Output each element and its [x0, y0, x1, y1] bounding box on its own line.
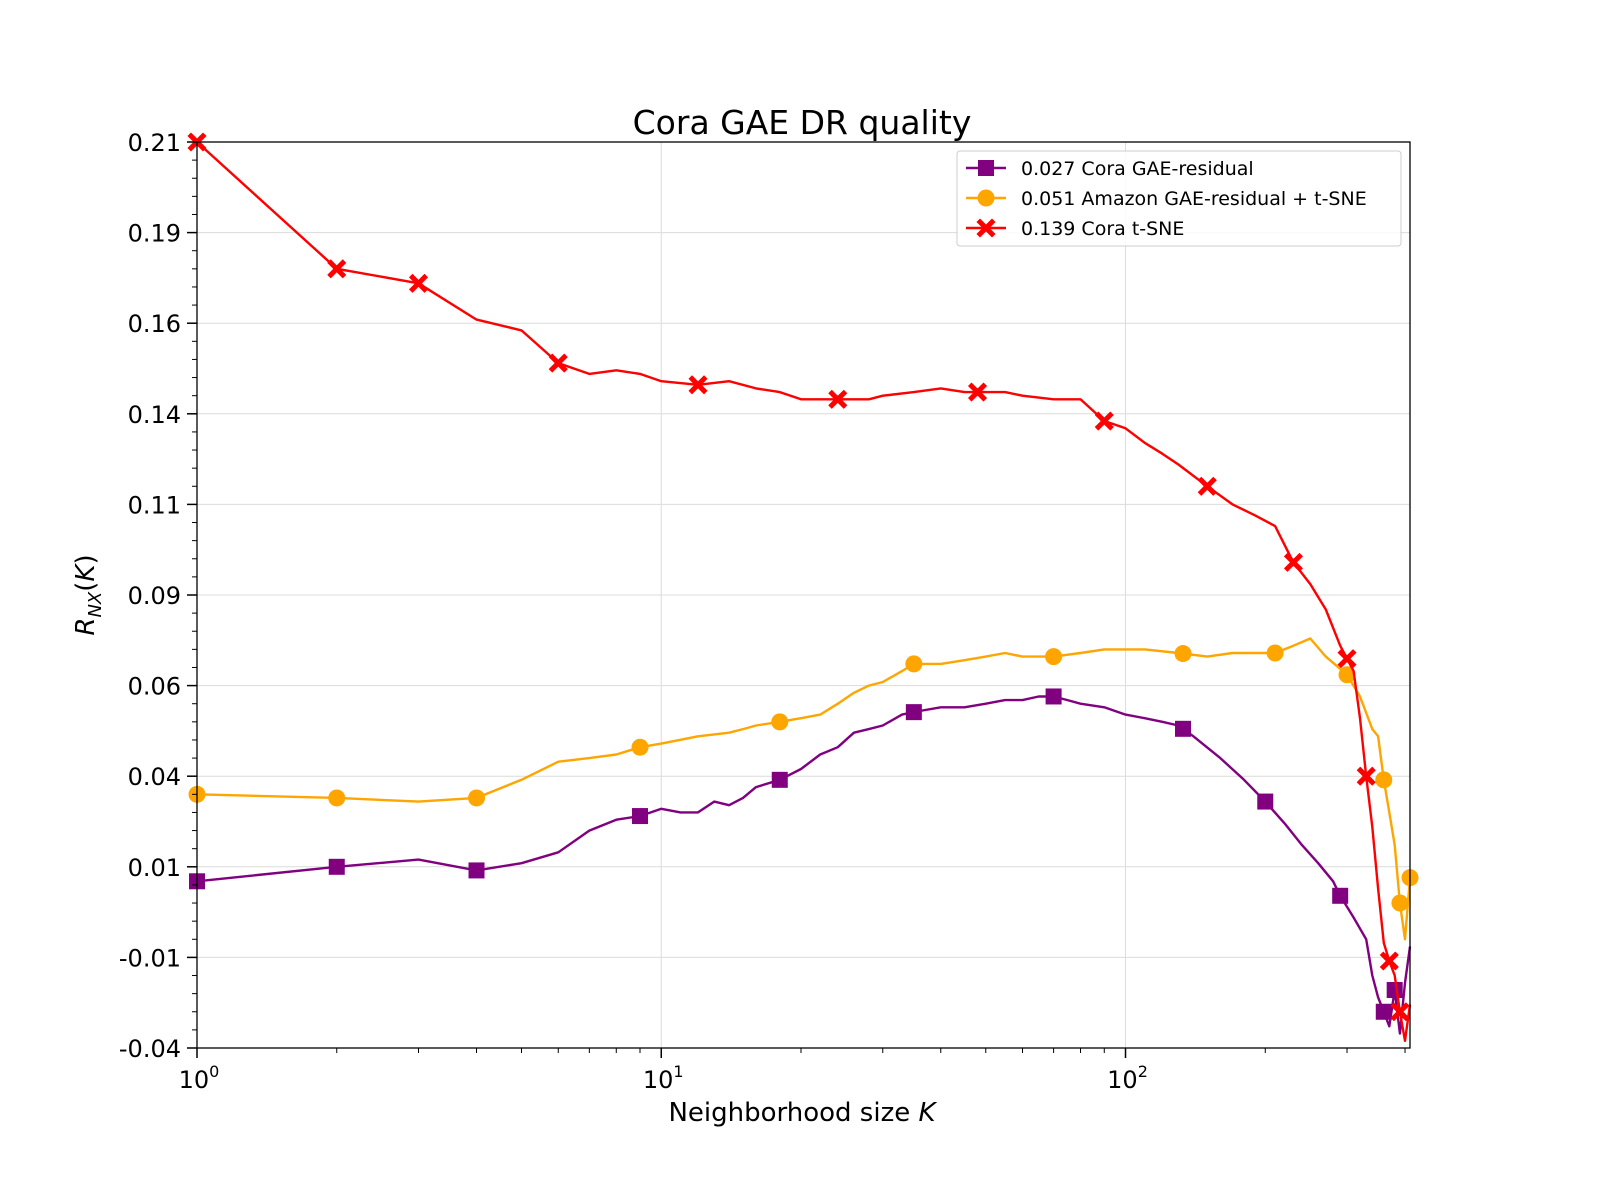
data-point	[905, 655, 923, 673]
data-point	[1379, 951, 1399, 971]
data-point	[1094, 411, 1114, 431]
series-line	[196, 637, 1412, 941]
y-tick-label: 0.19	[128, 220, 181, 248]
legend-item: 0.027 Cora GAE-residual	[966, 158, 1254, 180]
legend-marker	[976, 218, 996, 238]
data-point	[1332, 887, 1349, 904]
data-point	[1174, 645, 1192, 663]
legend-item: 0.139 Cora t-SNE	[966, 218, 1184, 240]
series-3	[187, 132, 1412, 1042]
y-tick-label: 0.16	[128, 310, 181, 338]
data-point	[1391, 894, 1409, 912]
data-point	[327, 259, 347, 279]
legend-label: 0.051 Amazon GAE-residual + t-SNE	[1021, 188, 1367, 210]
y-axis: -0.04 -0.01 0.01 0.04 0.06 0.09 0.11 0.14 0.16 0.…	[119, 129, 197, 1063]
data-point	[771, 771, 788, 788]
y-tick-label: 0.21	[128, 129, 181, 157]
series-1	[189, 688, 1412, 1035]
data-point	[1338, 666, 1356, 684]
data-point	[632, 808, 649, 825]
y-tick-label: -0.01	[119, 944, 181, 972]
data-point	[967, 382, 988, 402]
data-point	[1175, 720, 1192, 737]
data-point	[1257, 793, 1274, 810]
data-point	[468, 789, 486, 807]
y-tick-label: 0.14	[128, 401, 181, 429]
series-group	[187, 132, 1419, 1042]
data-point	[1386, 982, 1403, 999]
y-tick-label: -0.04	[119, 1035, 181, 1063]
x-tick-label: 102	[1107, 1062, 1148, 1094]
data-point	[1337, 649, 1357, 669]
data-point	[1197, 476, 1217, 496]
data-point	[1283, 552, 1303, 572]
legend-item: 0.051 Amazon GAE-residual + t-SNE	[966, 188, 1367, 210]
legend-marker	[978, 160, 994, 176]
x-tick-label: 101	[643, 1062, 684, 1094]
y-tick-label: 0.06	[128, 673, 181, 701]
y-tick-label: 0.09	[128, 582, 181, 610]
chart-title: Cora GAE DR quality	[633, 103, 972, 142]
data-point	[1266, 644, 1284, 662]
data-point	[328, 858, 345, 875]
x-axis: 100 101 102	[179, 1048, 1406, 1094]
legend: 0.027 Cora GAE-residual 0.051 Amazon GAE-…	[956, 150, 1402, 247]
series-line	[196, 695, 1412, 1035]
x-axis-label: Neighborhood size K	[668, 1098, 937, 1128]
data-point	[771, 713, 789, 731]
data-point	[1045, 688, 1062, 705]
data-point	[1390, 1002, 1410, 1022]
x-tick-label: 100	[179, 1062, 220, 1094]
data-point	[1375, 771, 1393, 789]
y-axis-label: RNX(K)	[71, 554, 106, 635]
legend-marker	[977, 189, 995, 207]
y-tick-label: 0.01	[128, 854, 181, 882]
legend-label: 0.027 Cora GAE-residual	[1021, 158, 1254, 180]
legend-label: 0.139 Cora t-SNE	[1021, 218, 1184, 240]
data-point	[548, 353, 568, 373]
legend-box	[956, 150, 1402, 247]
y-tick-label: 0.11	[128, 491, 181, 519]
y-tick-label: 0.04	[128, 763, 181, 791]
data-point	[468, 862, 485, 879]
series-line	[196, 141, 1412, 1042]
data-point	[328, 789, 346, 807]
grid	[197, 142, 1410, 1048]
data-point	[905, 704, 922, 721]
data-point	[1356, 766, 1376, 786]
data-point	[408, 273, 429, 293]
data-point	[688, 375, 708, 395]
data-point	[631, 738, 649, 756]
data-point	[828, 389, 848, 409]
data-point	[1375, 1003, 1392, 1020]
data-point	[1045, 648, 1063, 666]
series-2	[188, 637, 1419, 941]
